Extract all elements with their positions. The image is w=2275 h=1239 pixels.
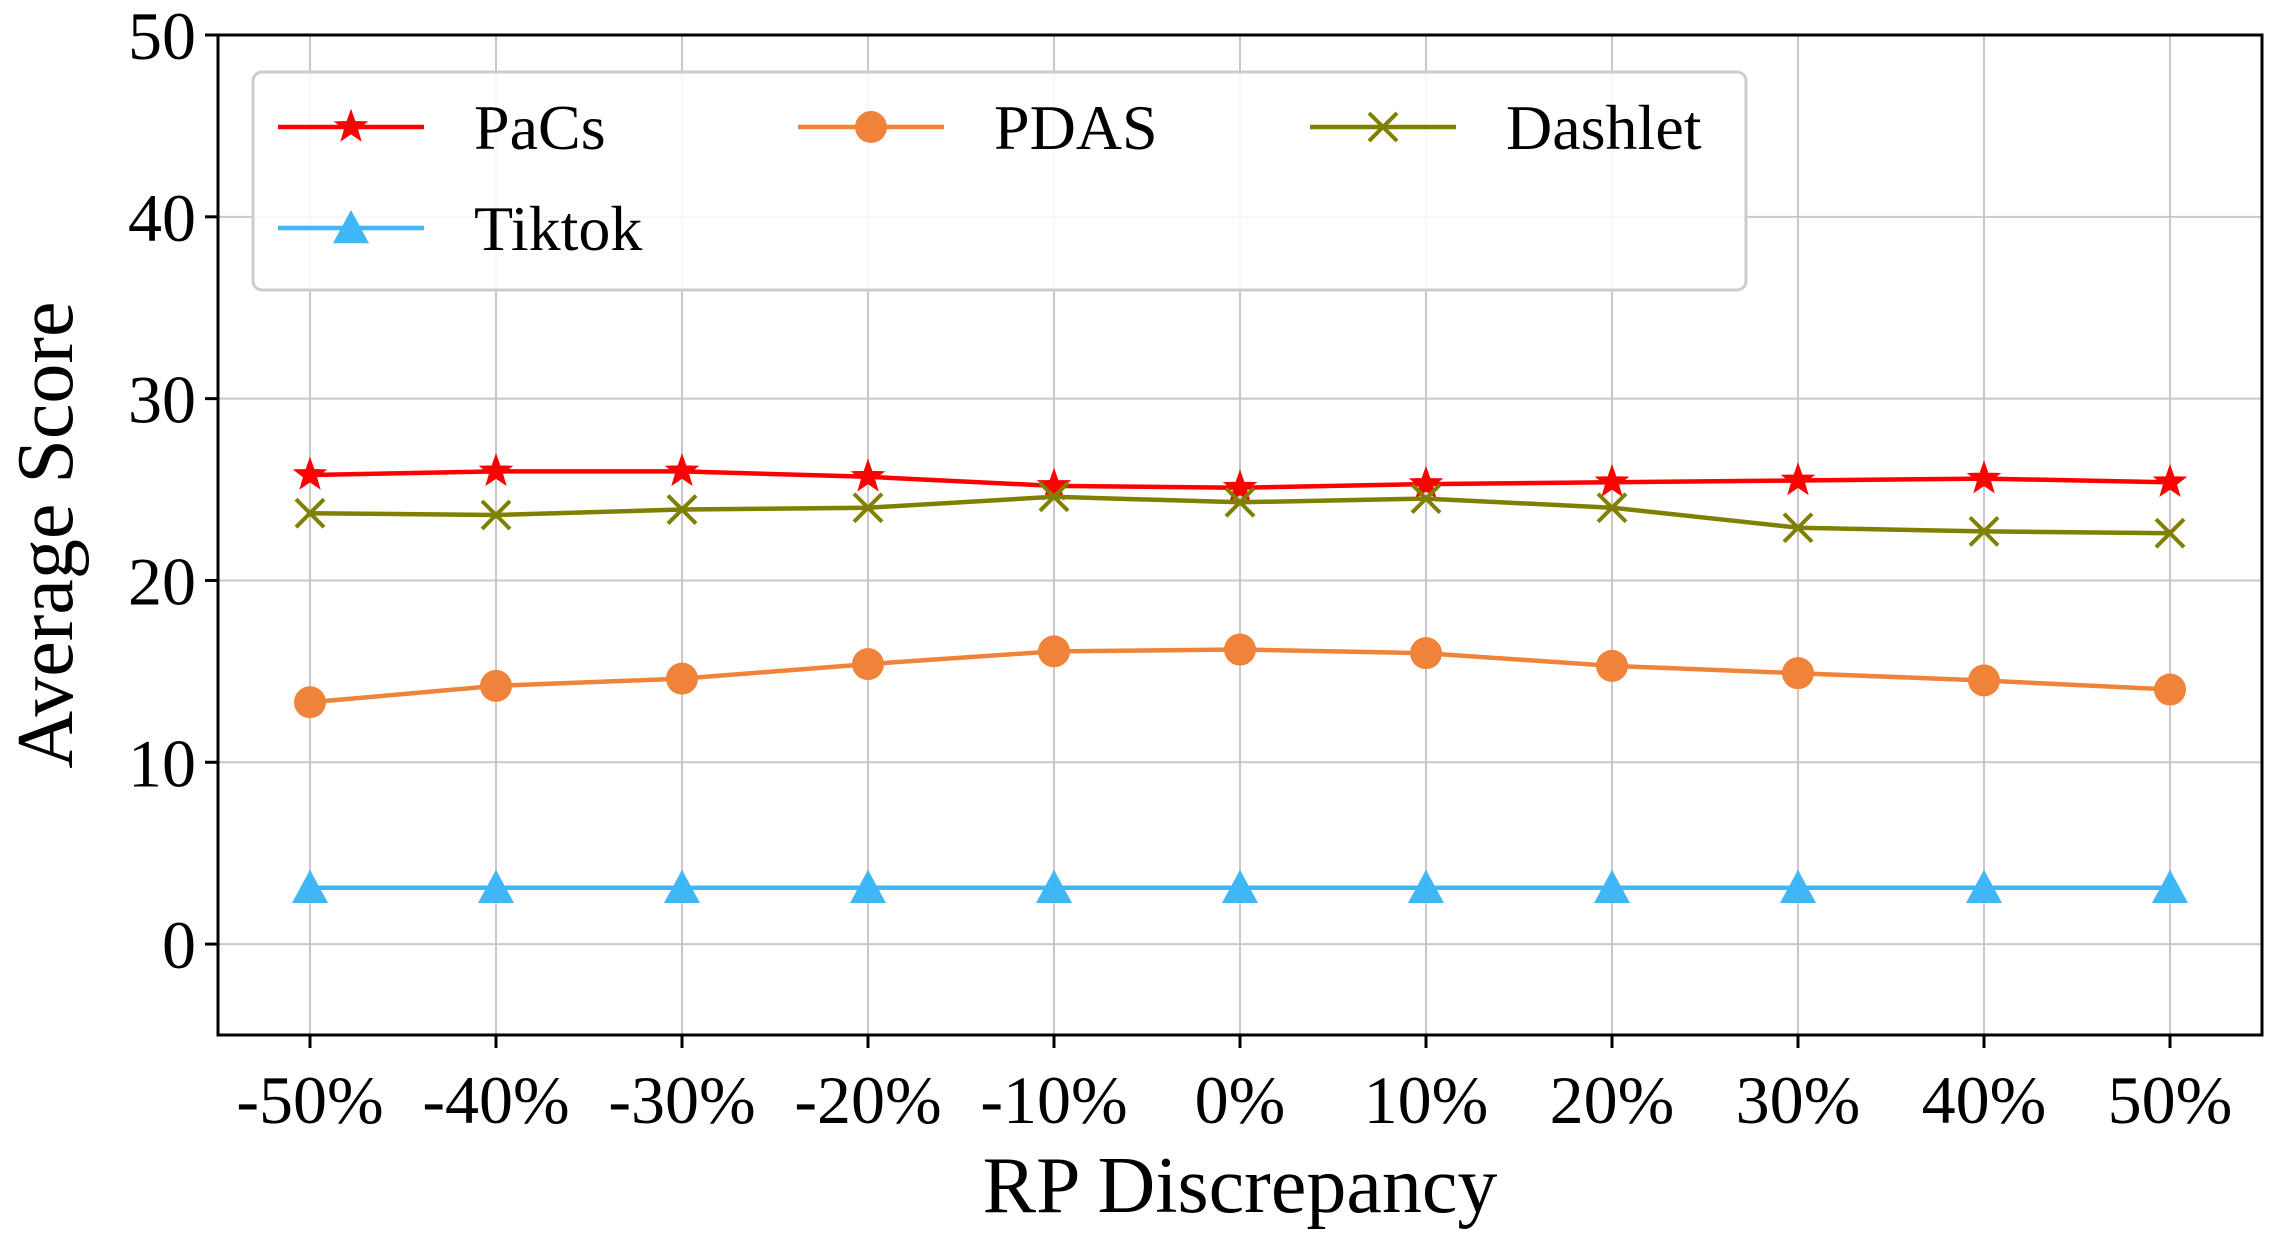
y-tick-label: 10 [128, 725, 196, 801]
legend-label-tiktok: Tiktok [474, 193, 642, 264]
series-pacs [292, 453, 2188, 503]
data-point-pdas [1038, 635, 1070, 668]
data-point-pacs [1408, 465, 1444, 499]
data-point-dashlet [480, 499, 512, 531]
axis-ticks: -50% -40% -30% -20% -10% 0% 10% 20% 30% 40% 50% 0 10… [128, 0, 2232, 1138]
data-point-tiktok [478, 869, 514, 904]
data-point-dashlet [2154, 517, 2186, 549]
data-point-pacs [664, 453, 700, 487]
legend-item-pacs: PaCs [278, 92, 606, 163]
x-tick-label: 10% [1364, 1062, 1489, 1138]
data-point-tiktok [1222, 869, 1258, 904]
series-layer [292, 453, 2188, 904]
data-point-pacs [2152, 464, 2188, 497]
legend-item-tiktok: Tiktok [278, 193, 642, 264]
x-tick-label: -20% [794, 1062, 941, 1138]
data-point-dashlet [1410, 483, 1442, 515]
series-dashlet [294, 481, 2186, 549]
series-tiktok [292, 869, 2188, 904]
x-axis-title: RP Discrepancy [983, 1142, 1498, 1230]
data-point-tiktok [292, 869, 328, 904]
data-point-pdas [2154, 673, 2186, 706]
data-point-pdas [1968, 664, 2000, 697]
legend-label-dashlet: Dashlet [1506, 92, 1702, 163]
data-point-pdas [1410, 637, 1442, 670]
x-tick-label: 0% [1195, 1062, 1286, 1138]
x-tick-label: 40% [1922, 1062, 2047, 1138]
data-point-pacs [1780, 462, 1816, 496]
data-point-dashlet [294, 497, 326, 529]
data-point-pdas [480, 669, 512, 702]
data-point-tiktok [664, 869, 700, 904]
data-point-tiktok [1594, 869, 1630, 904]
x-tick-label: -10% [980, 1062, 1127, 1138]
data-point-pdas [666, 662, 698, 695]
y-tick-label: 30 [128, 362, 196, 438]
data-point-pdas [1224, 633, 1256, 666]
data-point-pdas [852, 648, 884, 681]
data-point-dashlet [666, 494, 698, 525]
data-point-dashlet [852, 492, 884, 524]
y-tick-label: 0 [162, 907, 196, 983]
y-tick-label: 50 [128, 0, 196, 74]
data-point-pacs [1036, 467, 1072, 501]
data-point-pdas [294, 686, 326, 719]
x-tick-label: 30% [1736, 1062, 1861, 1138]
data-point-tiktok [1408, 869, 1444, 904]
legend-item-pdas: PDAS [798, 92, 1158, 163]
x-tick-label: -30% [608, 1062, 755, 1138]
data-point-tiktok [1780, 869, 1816, 904]
data-point-tiktok [1966, 869, 2002, 904]
data-point-dashlet [1596, 492, 1628, 524]
legend-marker-tiktok [333, 210, 369, 244]
legend-label-pdas: PDAS [994, 92, 1158, 163]
x-tick-label: -50% [236, 1062, 383, 1138]
y-axis-title: Average Score [2, 301, 90, 768]
data-point-pdas [1596, 649, 1628, 682]
data-point-pacs [1594, 464, 1630, 497]
legend-item-dashlet: Dashlet [1310, 92, 1702, 163]
x-tick-label: 20% [1550, 1062, 1675, 1138]
x-tick-label: -40% [422, 1062, 569, 1138]
data-point-pacs [1222, 469, 1258, 503]
x-tick-label: 50% [2108, 1062, 2233, 1138]
legend: PaCs PDAS Dashlet Tiktok [251, 70, 1748, 292]
data-point-pdas [1782, 657, 1814, 690]
data-point-tiktok [1036, 869, 1072, 904]
data-point-pacs [292, 456, 328, 490]
legend-marker-pdas [855, 111, 887, 143]
data-point-pacs [478, 453, 514, 487]
legend-marker-pacs [333, 108, 369, 142]
data-point-tiktok [2152, 869, 2188, 904]
data-point-dashlet [1782, 512, 1814, 544]
data-point-pacs [1966, 460, 2002, 494]
data-point-tiktok [850, 869, 886, 904]
y-tick-label: 20 [128, 543, 196, 619]
legend-label-pacs: PaCs [474, 92, 606, 163]
data-point-dashlet [1224, 486, 1256, 518]
data-point-pacs [850, 458, 886, 492]
legend-marker-dashlet [1367, 111, 1399, 143]
data-point-dashlet [1968, 515, 2000, 547]
series-pdas [294, 633, 2186, 719]
data-point-dashlet [1038, 481, 1070, 513]
y-tick-label: 40 [128, 180, 196, 256]
